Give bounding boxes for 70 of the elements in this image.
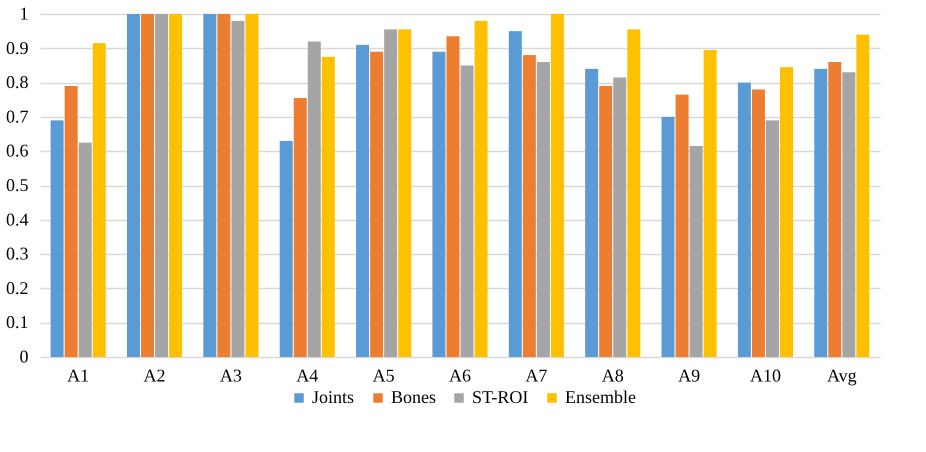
bar (738, 82, 751, 357)
bar (627, 29, 640, 357)
bar (536, 62, 550, 357)
y-tick-label: 0.7 (6, 106, 28, 126)
bar (78, 142, 92, 357)
y-tick-label: 0.5 (6, 175, 28, 195)
bar (599, 86, 612, 357)
bar (460, 65, 474, 357)
bar (432, 52, 446, 357)
bar (550, 14, 564, 357)
bar (384, 29, 398, 357)
bar (203, 14, 216, 357)
bar (766, 120, 779, 357)
y-tick-label: 0.9 (6, 38, 28, 58)
bar (217, 14, 230, 357)
bar (141, 14, 154, 357)
legend-label: ST-ROI (472, 387, 528, 407)
bar (690, 146, 703, 357)
bar (398, 29, 412, 357)
bar (50, 120, 64, 357)
bar (856, 34, 870, 357)
bar (64, 86, 78, 357)
bar (280, 140, 293, 357)
bar (474, 20, 488, 357)
bar (828, 62, 842, 357)
bar (370, 52, 384, 357)
bar (522, 55, 536, 357)
bar (356, 44, 370, 357)
x-tick-label: A1 (67, 366, 90, 386)
x-tick-label: A9 (678, 366, 700, 386)
x-tick-label: A2 (144, 366, 166, 386)
bar (308, 41, 321, 357)
bar (231, 20, 244, 357)
bar (704, 50, 717, 357)
bar (752, 89, 765, 357)
bar (613, 77, 626, 357)
y-tick-label: 0.1 (6, 312, 28, 332)
bar (155, 14, 168, 357)
x-tick-label: A8 (602, 366, 624, 386)
bar (585, 68, 598, 357)
y-tick-label: 0.4 (6, 209, 28, 230)
x-tick-label: A6 (449, 366, 471, 386)
bar (662, 116, 675, 357)
bar (294, 98, 307, 357)
legend-label: Bones (391, 387, 436, 407)
bar (245, 14, 258, 357)
y-tick-label: 0.2 (6, 278, 28, 298)
bar (676, 94, 689, 357)
bar (322, 56, 335, 357)
x-tick-label: A5 (372, 366, 395, 386)
legend-label: Ensemble (565, 387, 636, 407)
x-tick-label: Avg (826, 366, 857, 386)
x-tick-label: A4 (296, 366, 318, 386)
x-tick-label: A10 (750, 366, 781, 386)
x-tick-label: A3 (220, 366, 242, 386)
x-tick-label: A7 (525, 366, 548, 386)
bar (780, 67, 794, 357)
bar (169, 14, 182, 357)
y-tick-label: 0.6 (6, 140, 28, 161)
bar (814, 68, 828, 357)
y-tick-label: 0.8 (6, 72, 28, 92)
y-tick-label: 0 (20, 346, 28, 366)
y-tick-label: 0.3 (6, 244, 28, 264)
bar (842, 72, 856, 357)
bar (446, 36, 460, 357)
y-tick-label: 1 (20, 4, 28, 24)
legend-label: Joints (312, 387, 354, 407)
bar (508, 31, 522, 357)
bar (92, 43, 106, 357)
bar (126, 14, 140, 357)
